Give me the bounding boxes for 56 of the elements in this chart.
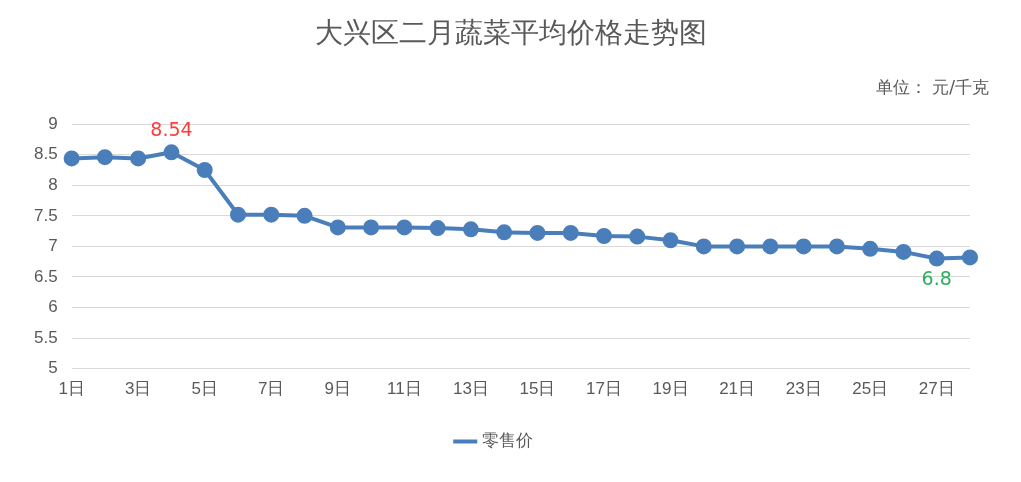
x-tick-label: 21日 [719,379,756,399]
y-tick-label: 8 [48,174,58,194]
x-tick-label: 25日 [852,379,889,399]
point [895,243,912,260]
x-tick-label: 5日 [191,379,218,399]
x-tick-label: 17日 [586,379,622,399]
point [762,238,779,255]
point [862,240,879,257]
point [163,144,180,161]
y-tick-label: 9 [48,113,58,133]
data-label: 6.8 [921,267,952,290]
point [296,207,313,224]
point [529,224,546,241]
x-tick-label: 9日 [324,379,352,399]
point [928,250,945,267]
point [629,228,646,245]
point [429,220,446,237]
point [230,206,246,223]
point [263,206,280,223]
y-tick-label: 7.5 [33,205,58,225]
legend-label: 零售价 [482,431,534,451]
y-tick-label: 5 [48,358,58,378]
point [96,149,113,166]
point [695,238,712,255]
point [396,219,413,236]
y-tick-label: 7 [48,236,58,256]
point [962,249,978,266]
x-tick-label: 1日 [58,379,85,399]
chart-subtitle: 单位： 元/千克 [875,76,989,99]
point [562,224,579,241]
point [795,238,812,255]
x-tick-label: 27日 [918,379,955,399]
point [329,219,346,236]
x-tick-label: 13日 [452,379,489,399]
point [496,224,513,241]
point [63,150,80,167]
x-tick-label: 11日 [387,379,422,399]
x-tick-label: 19日 [652,379,689,399]
point [363,219,380,236]
point [462,221,479,238]
y-tick-label: 8.5 [33,144,58,164]
x-tick-label: 15日 [519,379,556,399]
data-label: 8.54 [150,117,193,140]
point [729,238,746,255]
point [828,238,845,255]
point [130,150,147,167]
point [596,228,612,245]
point [196,162,213,179]
y-tick-label: 6 [48,297,58,317]
chart-title: 大兴区二月蔬菜平均价格走势图 [313,15,708,51]
x-tick-label: 7日 [258,379,285,399]
y-tick-label: 5.5 [33,327,58,347]
y-tick-label: 6.5 [33,266,58,286]
x-tick-label: 23日 [785,379,822,399]
x-tick-label: 3日 [124,379,152,399]
point [662,232,679,249]
